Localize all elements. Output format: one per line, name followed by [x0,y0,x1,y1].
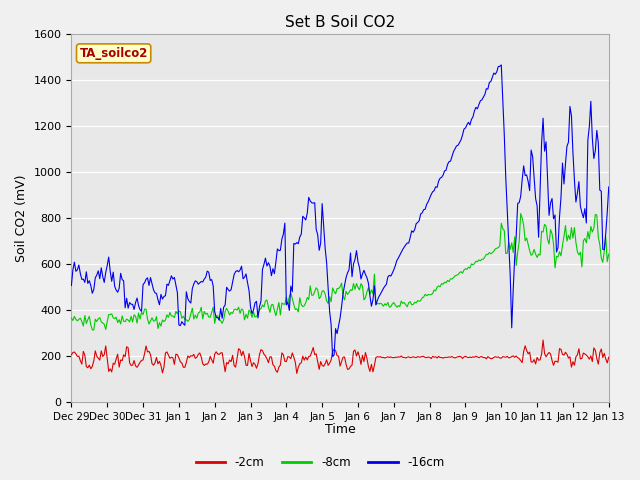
Text: TA_soilco2: TA_soilco2 [79,47,148,60]
Y-axis label: Soil CO2 (mV): Soil CO2 (mV) [15,174,28,262]
Legend: -2cm, -8cm, -16cm: -2cm, -8cm, -16cm [191,452,449,474]
X-axis label: Time: Time [324,423,355,436]
Title: Set B Soil CO2: Set B Soil CO2 [285,15,396,30]
